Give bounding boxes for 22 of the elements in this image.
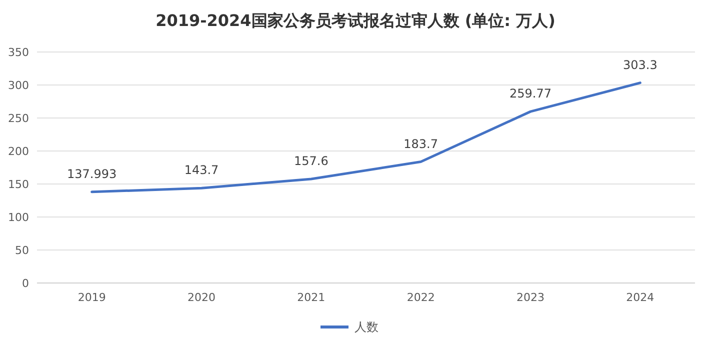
- y-tick-label: 350: [8, 46, 29, 59]
- legend-label: 人数: [354, 320, 378, 334]
- y-tick-label: 300: [8, 79, 29, 92]
- x-tick-label: 2020: [188, 291, 216, 304]
- x-tick-label: 2019: [78, 291, 106, 304]
- data-label: 259.77: [510, 86, 552, 101]
- x-tick-label: 2024: [626, 291, 654, 304]
- y-tick-label: 50: [15, 244, 29, 257]
- data-label: 303.3: [622, 58, 658, 72]
- y-tick-label: 0: [22, 277, 29, 290]
- data-label: 137.993: [67, 166, 117, 181]
- data-label: 157.6: [294, 154, 328, 168]
- data-label: 183.7: [404, 136, 438, 151]
- data-label: 143.7: [184, 163, 219, 178]
- x-tick-label: 2021: [297, 291, 326, 304]
- x-tick-label: 2022: [406, 291, 435, 304]
- y-tick-label: 100: [8, 211, 29, 224]
- chart-title: 2019-2024国家公务员考试报名过审人数 (单位: 万人): [156, 11, 556, 30]
- y-tick-label: 250: [8, 112, 29, 125]
- y-tick-label: 150: [8, 178, 29, 191]
- y-tick-label: 200: [8, 145, 29, 158]
- x-tick-label: 2023: [516, 291, 544, 304]
